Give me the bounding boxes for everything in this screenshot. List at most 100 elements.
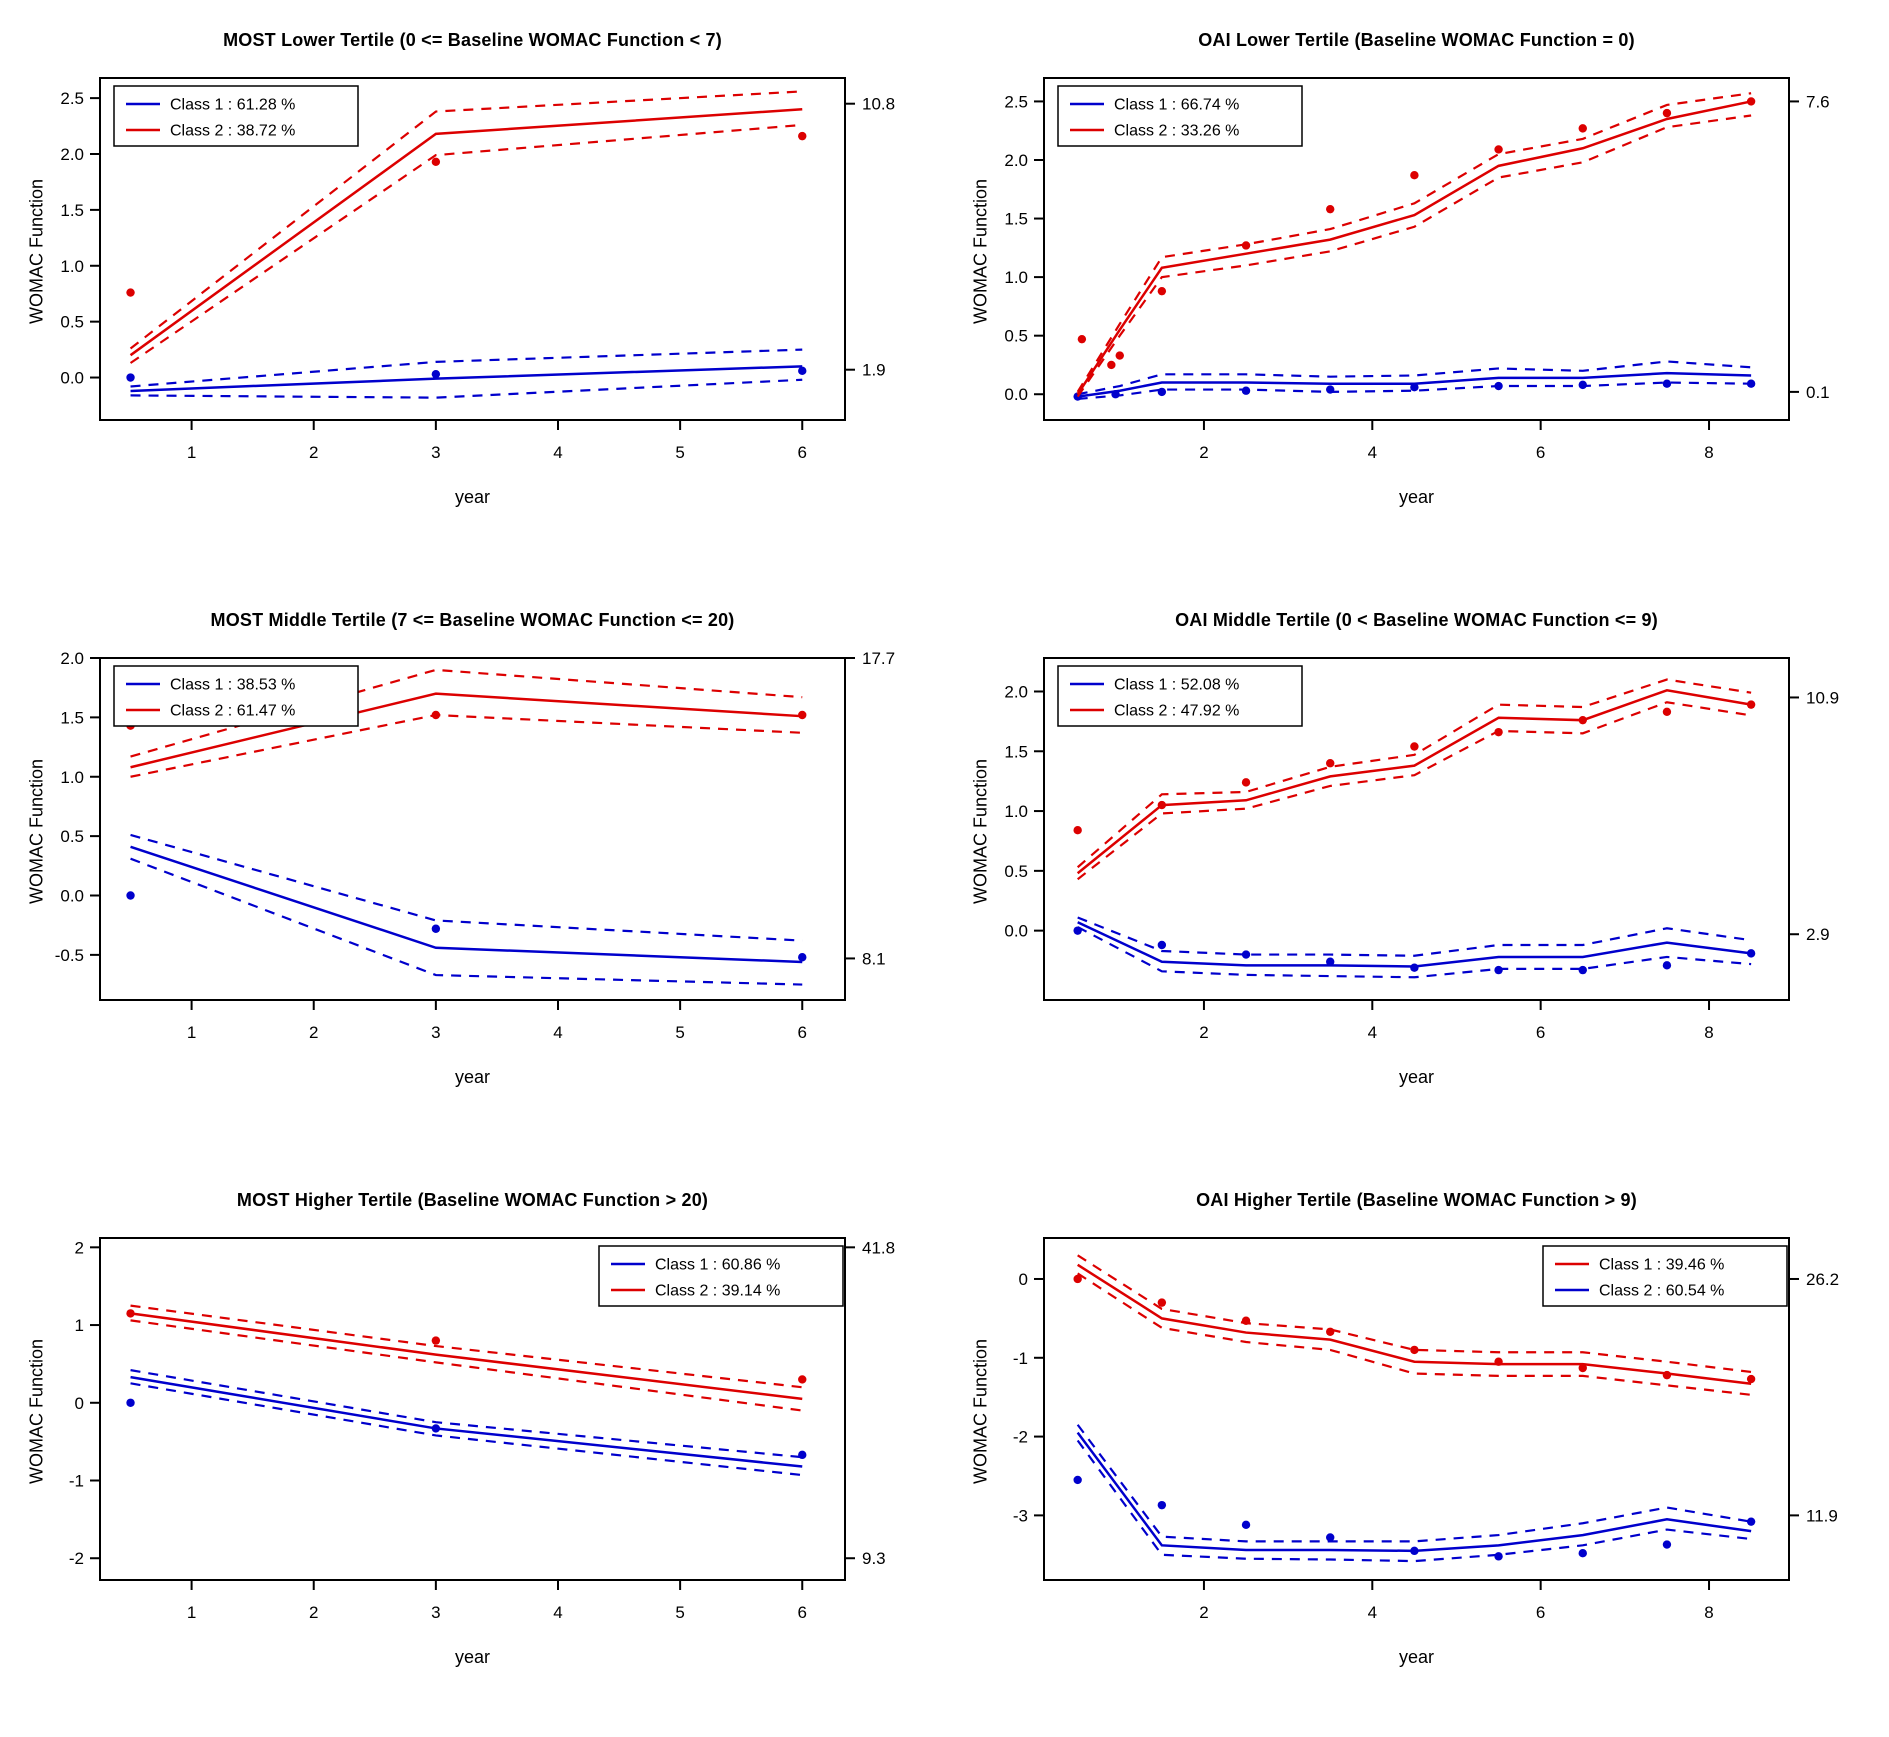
plot-border <box>99 77 846 421</box>
y-tick-label: 0.0 <box>60 887 84 906</box>
observed-point-red <box>1662 108 1672 118</box>
observed-point-blue <box>431 369 441 379</box>
x-tick-label: 2 <box>1199 1023 1208 1042</box>
ci-lower-line-red <box>129 123 803 364</box>
y-tick-label: 0.5 <box>1004 862 1028 881</box>
x-tick-label: 4 <box>1368 443 1377 462</box>
x-tick-label: 2 <box>309 1603 318 1622</box>
ci-lower-line-red <box>1076 114 1752 398</box>
x-tick-label: 6 <box>798 443 807 462</box>
observed-point-red <box>1241 778 1251 787</box>
legend-label: Class 1 : 52.08 % <box>1114 677 1239 694</box>
legend-box <box>113 85 359 147</box>
ci-lower-line-red <box>130 1319 803 1412</box>
y-tick-label: 1.5 <box>60 708 84 727</box>
observed-point-red <box>1578 1363 1587 1373</box>
legend-label: Class 2 : 47.92 % <box>1114 703 1239 720</box>
y-tick-label: 2.0 <box>60 649 84 668</box>
observed-point-blue <box>431 1424 441 1433</box>
x-tick-label: 2 <box>309 1023 318 1042</box>
observed-point-blue <box>1073 926 1082 935</box>
observed-point-red <box>1662 1370 1672 1380</box>
y-tick-label: 2.0 <box>60 145 84 164</box>
x-tick-label: 3 <box>431 1023 440 1042</box>
ci-upper-line-blue <box>1077 360 1752 396</box>
mean-line-blue <box>130 845 803 964</box>
legend-label: Class 1 : 60.86 % <box>655 1257 780 1274</box>
y-tick-label: -1 <box>69 1472 84 1491</box>
legend-label: Class 1 : 61.28 % <box>170 97 295 114</box>
right-tick-label: 1.9 <box>862 361 886 380</box>
right-tick-label: 7.6 <box>1806 92 1830 111</box>
x-axis-label: year <box>454 487 490 507</box>
observed-point-red <box>1073 825 1082 835</box>
observed-point-blue <box>1494 965 1503 975</box>
observed-point-blue <box>1662 961 1672 970</box>
observed-point-blue <box>798 366 807 376</box>
panel-oai-higher: OAI Higher Tertile (Baseline WOMAC Funct… <box>944 1160 1889 1732</box>
x-tick-label: 2 <box>1199 443 1208 462</box>
x-tick-label: 5 <box>675 1023 684 1042</box>
plot-area: 1 2 3 4 5 6 0.0 0.5 1.0 1.5 2.0 2.5 10.8 1.9 Class 1 :… <box>60 77 895 462</box>
right-tick-label: 0.1 <box>1806 383 1830 402</box>
x-tick-label: 8 <box>1704 443 1713 462</box>
legend-label: Class 1 : 38.53 % <box>170 677 295 694</box>
legend-box <box>598 1245 844 1307</box>
ci-lower-line-blue <box>1076 1439 1752 1563</box>
observed-point-red <box>1410 1345 1419 1355</box>
right-tick-label: 10.9 <box>1806 688 1839 707</box>
observed-point-red <box>1115 351 1124 360</box>
observed-point-red <box>1494 727 1503 737</box>
ci-upper-line-blue <box>1076 1424 1752 1543</box>
observed-point-blue <box>1326 385 1335 394</box>
observed-point-red <box>798 710 807 720</box>
chart-title: MOST Middle Tertile (7 <= Baseline WOMAC… <box>210 610 735 630</box>
y-tick-label: 0.5 <box>60 827 84 846</box>
observed-point-blue <box>1157 1500 1167 1510</box>
x-axis-label: year <box>454 1067 490 1087</box>
observed-point-red <box>1410 742 1419 751</box>
mean-line-red <box>1076 688 1752 875</box>
y-tick-label: 2.0 <box>1004 682 1028 701</box>
observed-point-red <box>1746 97 1756 106</box>
observed-point-blue <box>1746 1517 1756 1526</box>
y-tick-label: -3 <box>1013 1506 1028 1525</box>
observed-point-red <box>431 157 441 167</box>
observed-point-blue <box>1157 387 1167 397</box>
observed-point-blue <box>1410 1546 1419 1556</box>
observed-point-blue <box>1157 940 1167 950</box>
observed-point-red <box>431 710 441 720</box>
ci-upper-line-blue <box>1077 916 1752 957</box>
observed-point-blue <box>431 924 441 933</box>
observed-point-red <box>1241 241 1251 250</box>
x-tick-label: 2 <box>1199 1603 1208 1622</box>
right-tick-label: 10.8 <box>862 95 895 114</box>
y-tick-label: 2.5 <box>60 89 84 108</box>
ci-lower-line-blue <box>130 378 803 399</box>
y-tick-label: 1.5 <box>60 201 84 220</box>
observed-point-blue <box>126 891 135 900</box>
legend-box <box>1057 85 1303 147</box>
x-tick-label: 1 <box>187 443 196 462</box>
x-axis-label: year <box>1398 1067 1434 1087</box>
observed-point-red <box>798 131 807 141</box>
panel-most-middle: MOST Middle Tertile (7 <= Baseline WOMAC… <box>0 580 944 1160</box>
mean-line-red <box>1077 1263 1752 1386</box>
observed-point-red <box>1578 715 1587 725</box>
mean-line-red <box>130 692 803 769</box>
observed-point-red <box>1662 707 1672 717</box>
y-tick-label: 1 <box>75 1316 84 1335</box>
observed-point-blue <box>1241 1520 1251 1530</box>
observed-point-red <box>126 288 135 297</box>
observed-point-blue <box>126 373 135 382</box>
plot-border <box>1043 1237 1790 1581</box>
x-tick-label: 6 <box>798 1023 807 1042</box>
y-tick-label: 1.0 <box>1004 268 1028 287</box>
y-tick-label: 0.5 <box>1004 327 1028 346</box>
legend-label: Class 2 : 38.72 % <box>170 123 295 140</box>
observed-point-blue <box>1578 380 1587 390</box>
x-tick-label: 4 <box>553 1023 562 1042</box>
x-tick-label: 6 <box>1536 443 1545 462</box>
y-tick-label: -0.5 <box>55 946 84 965</box>
ci-lower-line-red <box>1077 1272 1752 1396</box>
